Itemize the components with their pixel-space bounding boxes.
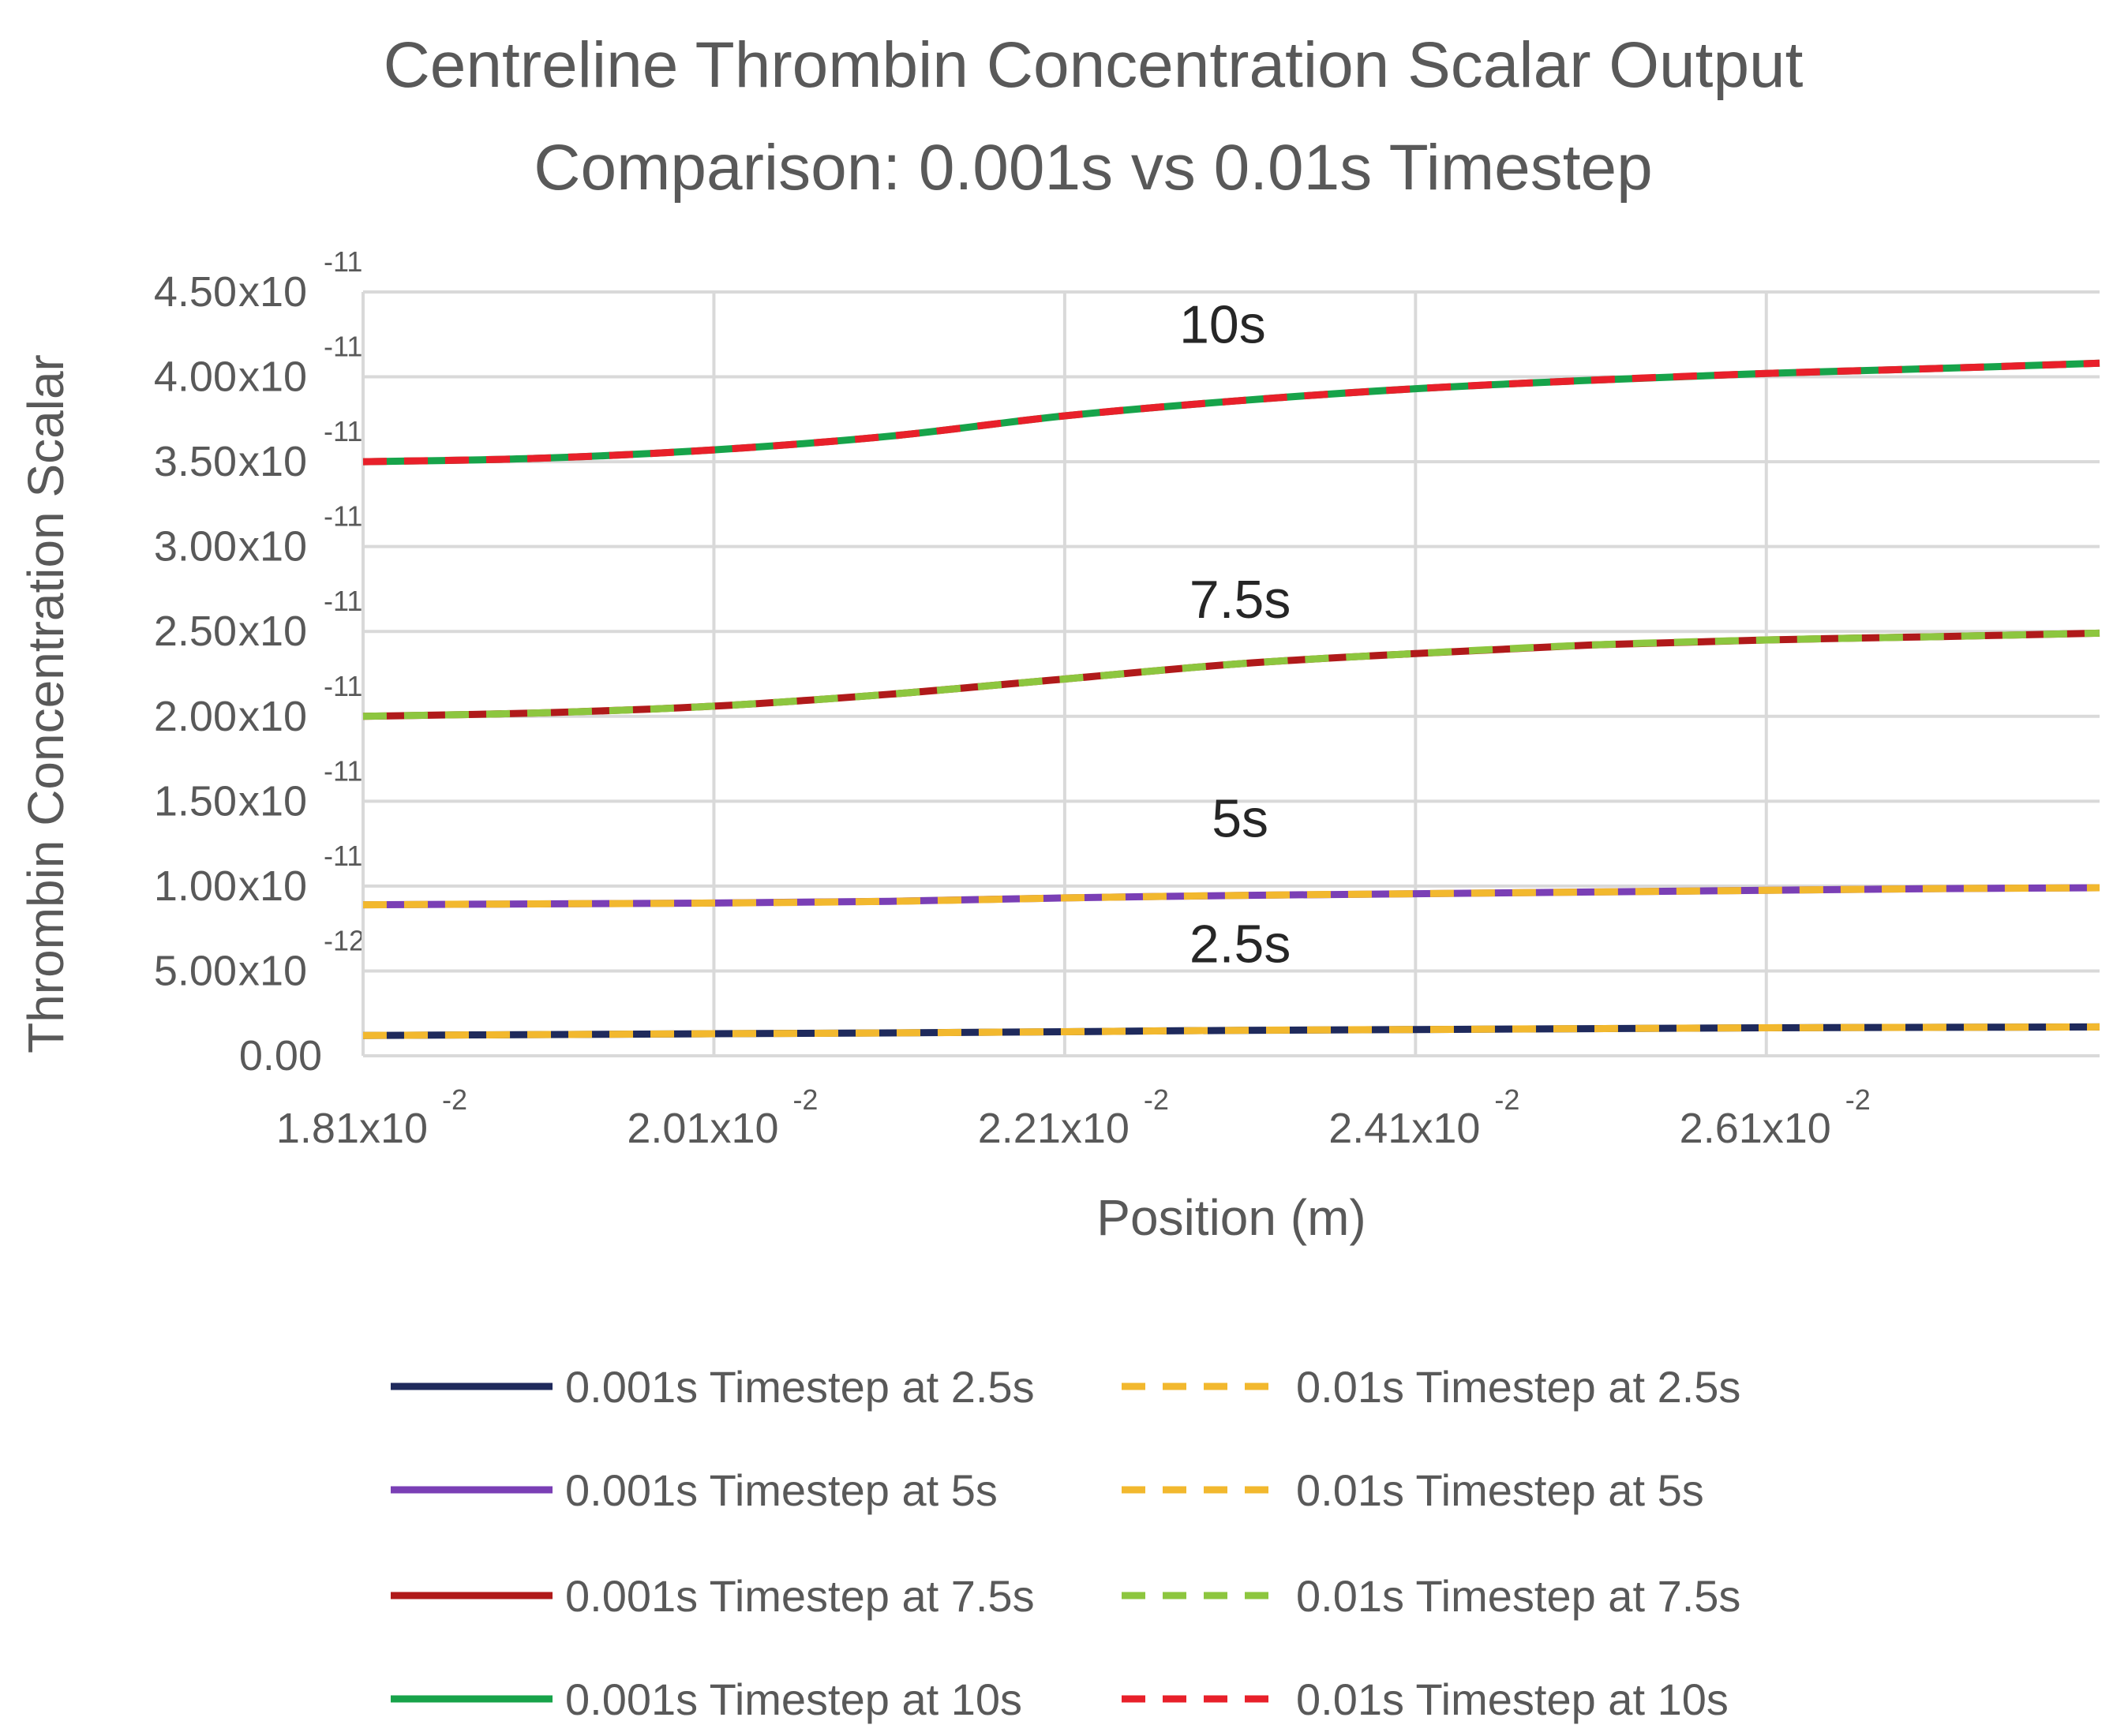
- annotation-label: 2.5s: [1190, 915, 1291, 975]
- legend-entry: 0.01s Timestep at 10s: [1122, 1674, 1729, 1724]
- legend-label: 0.01s Timestep at 2.5s: [1296, 1362, 1740, 1412]
- x-tick-exponent: -2: [1144, 1083, 1169, 1116]
- y-tick-exponent: -11: [324, 331, 362, 363]
- y-tick-exponent: -12: [324, 924, 365, 956]
- legend-label: 0.01s Timestep at 10s: [1296, 1674, 1729, 1724]
- y-tick-mantissa: 5.00: [154, 947, 237, 994]
- y-tick-mantissa: 1.50: [154, 777, 237, 825]
- y-tick-label: 2.00 x10 -11: [154, 670, 362, 740]
- legend-entry: 0.01s Timestep at 7.5s: [1122, 1571, 1740, 1621]
- y-tick-label: 3.00 x10 -11: [154, 500, 362, 571]
- y-tick-label: 0.00: [239, 1032, 322, 1079]
- x-tick-base: x10: [1411, 1105, 1480, 1152]
- axes: 0.005.00 x10-121.00 x10-111.50 x10-112.00 x1…: [154, 245, 1871, 1152]
- x-tick-base: x10: [1763, 1105, 1831, 1152]
- annotation-label: 10s: [1179, 295, 1266, 355]
- y-tick-base: x10: [238, 608, 307, 655]
- y-tick-mantissa: 0.00: [239, 1032, 322, 1079]
- x-tick-label: 2.21 x10 -2: [978, 1083, 1169, 1152]
- y-tick-base: x10: [238, 354, 307, 401]
- x-tick-mantissa: 2.01: [627, 1105, 710, 1152]
- legend-entry: 0.01s Timestep at 5s: [1122, 1465, 1704, 1515]
- y-tick-exponent: -11: [324, 670, 362, 702]
- y-tick-exponent: -11: [324, 754, 362, 787]
- y-tick-base: x10: [238, 268, 307, 316]
- y-tick-mantissa: 4.00: [154, 354, 237, 401]
- y-tick-label: 1.50 x10 -11: [154, 754, 362, 825]
- y-tick-base: x10: [238, 777, 307, 825]
- y-tick-label: 5.00 x10 -12: [154, 924, 365, 994]
- y-tick-exponent: -11: [324, 415, 362, 447]
- legend-entry: 0.001s Timestep at 5s: [391, 1465, 998, 1515]
- legend: 0.001s Timestep at 2.5s 0.01s Timestep at…: [391, 1362, 1740, 1724]
- x-tick-label: 2.61 x10 -2: [1680, 1083, 1871, 1152]
- series-line-4: [362, 884, 2100, 909]
- x-tick-base: x10: [1061, 1105, 1130, 1152]
- legend-entry: 0.001s Timestep at 7.5s: [391, 1571, 1035, 1621]
- y-tick-mantissa: 3.50: [154, 438, 237, 485]
- y-tick-label: 4.50 x10 -11: [154, 245, 362, 316]
- legend-label: 0.001s Timestep at 7.5s: [565, 1571, 1035, 1621]
- y-tick-base: x10: [238, 438, 307, 485]
- y-axis-title: Thrombin Concentration Scalar: [17, 354, 74, 1053]
- x-tick-label: 2.41 x10 -2: [1328, 1083, 1519, 1152]
- x-tick-mantissa: 1.81: [276, 1105, 359, 1152]
- x-tick-mantissa: 2.21: [978, 1105, 1061, 1152]
- legend-entry: 0.001s Timestep at 2.5s: [391, 1362, 1035, 1412]
- y-tick-exponent: -11: [324, 245, 362, 278]
- series-line-6: [362, 629, 2100, 720]
- x-tick-exponent: -2: [1845, 1083, 1871, 1116]
- x-tick-exponent: -2: [792, 1083, 818, 1116]
- y-tick-exponent: -11: [324, 500, 362, 533]
- x-tick-base: x10: [710, 1105, 778, 1152]
- series-line-8: [362, 359, 2100, 466]
- legend-entry: 0.01s Timestep at 2.5s: [1122, 1362, 1740, 1412]
- legend-entry: 0.001s Timestep at 10s: [391, 1674, 1022, 1724]
- legend-label: 0.001s Timestep at 10s: [565, 1674, 1022, 1724]
- plot-series: [362, 359, 2100, 1039]
- y-tick-base: x10: [238, 862, 307, 910]
- x-tick-base: x10: [359, 1105, 428, 1152]
- legend-label: 0.001s Timestep at 2.5s: [565, 1362, 1035, 1412]
- y-tick-base: x10: [238, 947, 307, 994]
- x-tick-exponent: -2: [1494, 1083, 1519, 1116]
- x-tick-label: 2.01 x10 -2: [627, 1083, 818, 1152]
- annotation-label: 7.5s: [1190, 570, 1291, 630]
- y-tick-mantissa: 2.00: [154, 693, 237, 740]
- y-tick-mantissa: 3.00: [154, 523, 237, 571]
- y-tick-label: 1.00 x10 -11: [154, 840, 362, 910]
- annotations: 10s 7.5s 5s 2.5s: [1179, 295, 1291, 975]
- x-axis-title: Position (m): [1096, 1189, 1366, 1246]
- x-tick-mantissa: 2.41: [1328, 1105, 1411, 1152]
- y-tick-exponent: -11: [324, 585, 362, 617]
- y-tick-base: x10: [238, 693, 307, 740]
- chart-title-line-1: Centreline Thrombin Concentration Scalar…: [384, 29, 1804, 101]
- x-tick-exponent: -2: [442, 1083, 467, 1116]
- series-line-5: [362, 629, 2100, 720]
- chart-title-line-2: Comparison: 0.001s vs 0.01s Timestep: [534, 132, 1652, 204]
- y-tick-label: 2.50 x10 -11: [154, 585, 362, 655]
- y-tick-label: 3.50 x10 -11: [154, 415, 362, 485]
- series-line-2: [362, 1023, 2100, 1039]
- y-tick-label: 4.00 x10 -11: [154, 331, 362, 401]
- legend-label: 0.01s Timestep at 5s: [1296, 1465, 1704, 1515]
- chart-title: Centreline Thrombin Concentration Scalar…: [384, 29, 1804, 204]
- legend-label: 0.01s Timestep at 7.5s: [1296, 1571, 1740, 1621]
- annotation-label: 5s: [1212, 789, 1268, 849]
- x-tick-mantissa: 2.61: [1680, 1105, 1763, 1152]
- x-tick-label: 1.81 x10 -2: [276, 1083, 467, 1152]
- y-tick-base: x10: [238, 523, 307, 571]
- legend-label: 0.001s Timestep at 5s: [565, 1465, 998, 1515]
- y-tick-mantissa: 4.50: [154, 268, 237, 316]
- y-tick-mantissa: 2.50: [154, 608, 237, 655]
- y-tick-mantissa: 1.00: [154, 862, 237, 910]
- y-tick-exponent: -11: [324, 840, 362, 872]
